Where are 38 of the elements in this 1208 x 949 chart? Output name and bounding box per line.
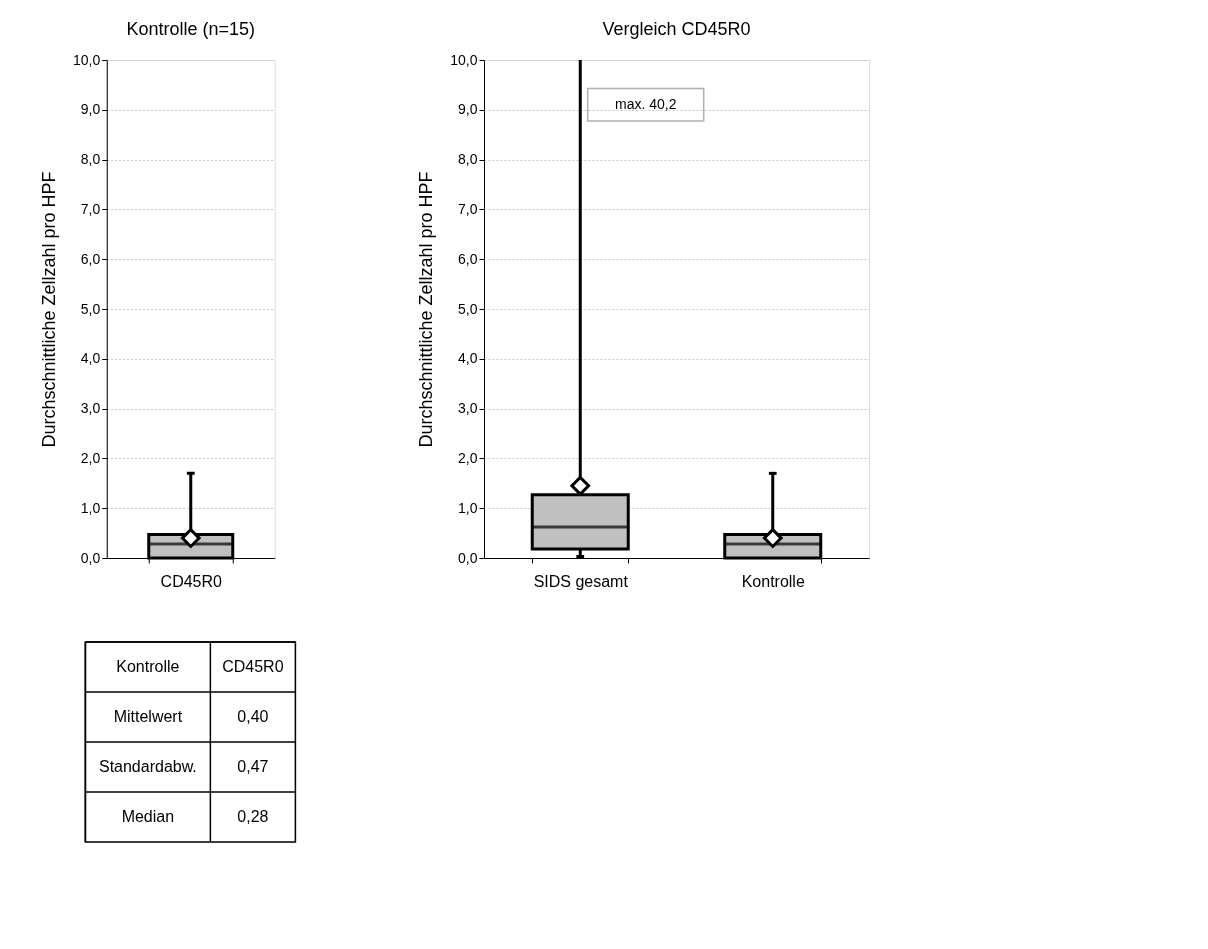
y-tick-label: 4,0 [80,350,101,367]
y-tick-label: 9,0 [458,101,478,118]
text: 0,28 [237,808,269,825]
y-tick-label: 6,0 [80,250,101,267]
y-tick-label: 6,0 [458,250,478,267]
y-tick-label: 0,0 [458,549,478,566]
text: 0,40 [237,708,269,725]
y-tick-label: 8,0 [458,151,478,168]
y-tick-label: 9,0 [80,101,101,118]
y-tick-label: 5,0 [458,300,478,317]
text: 0,47 [237,758,269,775]
y-tick-label: 3,0 [80,400,101,417]
category-label: Median [121,808,175,825]
y-tick-label: 2,0 [458,449,478,466]
chart-title: Kontrolle (n=15) [126,19,256,39]
text: Kontrolle [116,658,180,675]
y-tick-label: 8,0 [80,151,101,168]
category-label: CD45R0 [222,658,284,675]
annotation: max. 40,2 [614,95,677,112]
y-tick-label: 3,0 [458,400,478,417]
y-tick-label: 7,0 [80,200,101,217]
x-tick-label: SIDS gesamt [533,572,629,590]
y-tick-label: 10,0 [73,51,101,68]
y-axis-title: Durchschnittliche Zellzahl pro HPF [39,171,59,448]
y-tick-label: 1,0 [458,499,478,516]
y-tick-label: 10,0 [450,51,478,68]
y-tick-label: 2,0 [80,449,101,466]
y-axis-title: Durchschnittliche Zellzahl pro HPF [416,171,437,448]
y-tick-label: 5,0 [80,300,101,317]
category-label: Standardabw. [98,758,197,775]
y-tick-label: 4,0 [458,350,478,367]
y-tick-label: 1,0 [80,499,101,516]
x-tick-label: Kontrolle [741,572,805,590]
y-tick-label: 7,0 [458,200,478,217]
category-label: Mittelwert [113,708,183,725]
x-tick-label: CD45R0 [160,572,223,590]
y-tick-label: 0,0 [80,549,101,566]
chart-title: Vergleich CD45R0 [602,19,751,39]
